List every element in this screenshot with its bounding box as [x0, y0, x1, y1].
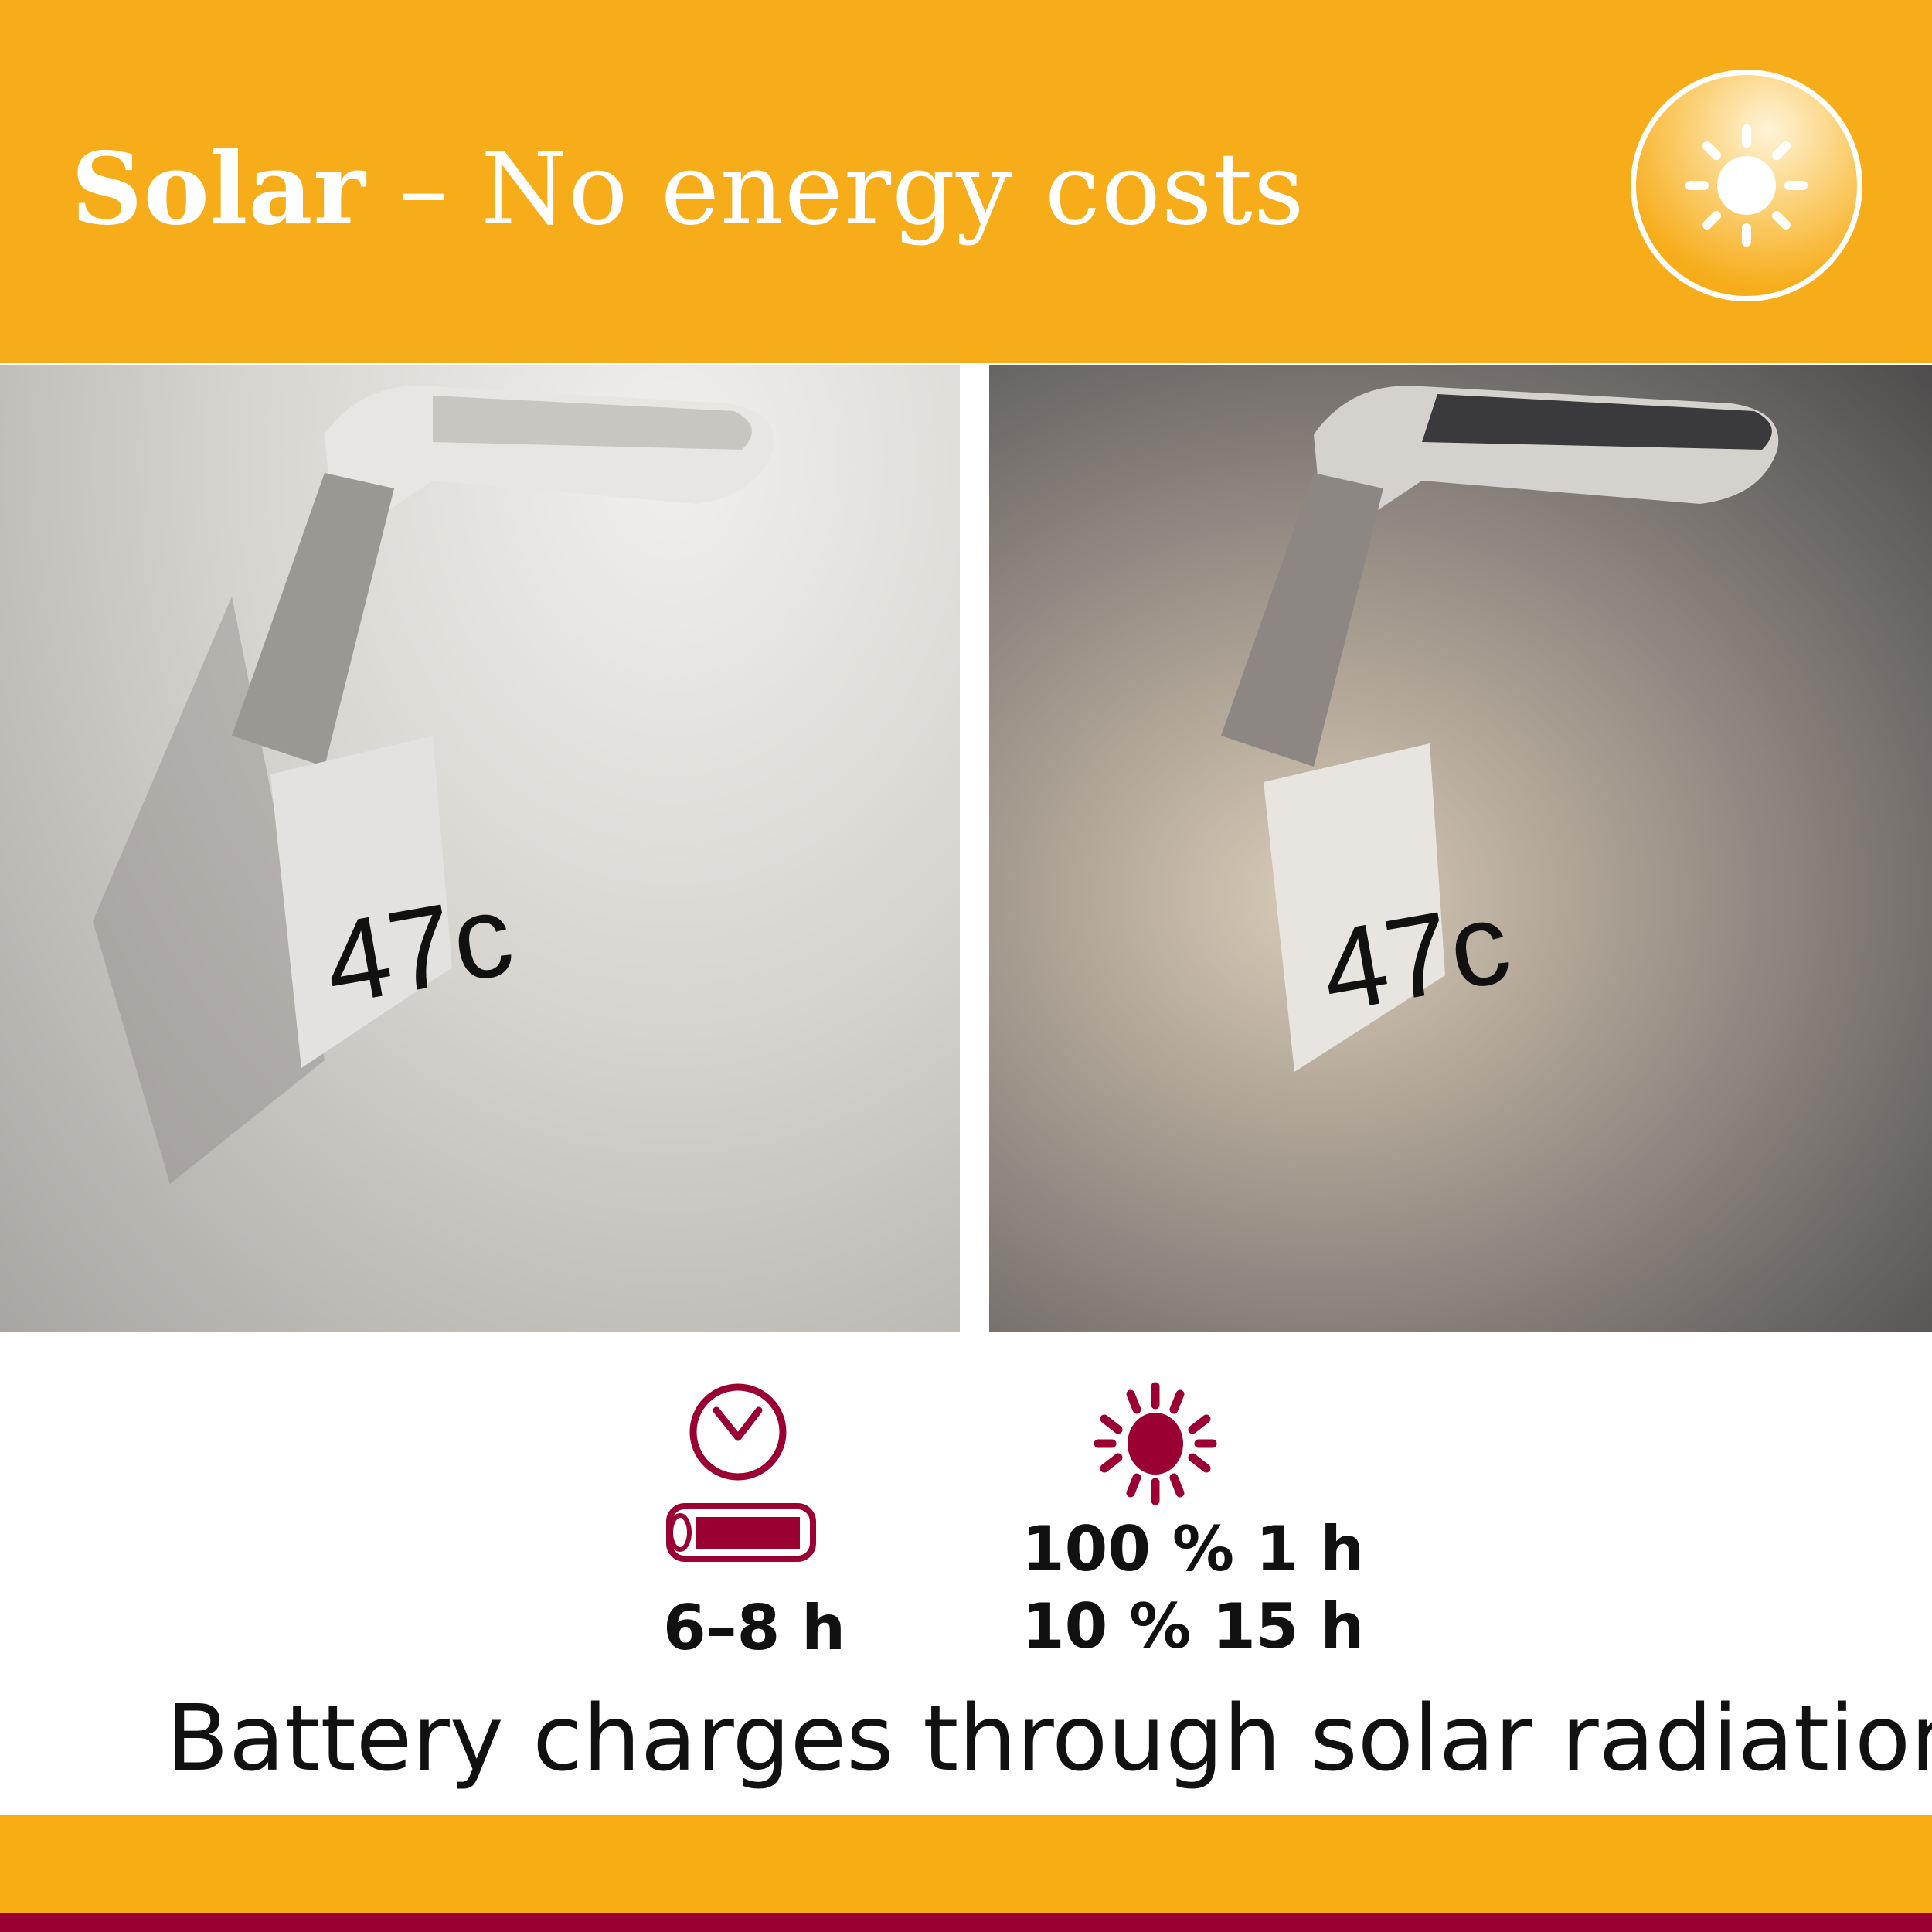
title-bold: Solar: [71, 131, 366, 247]
page-title: Solar – No energy costs: [71, 131, 1305, 247]
battery-icon: [666, 1503, 816, 1562]
sun-icon: [1685, 124, 1808, 247]
title-rest: – No energy costs: [366, 132, 1305, 247]
header-band: [0, 0, 1932, 363]
clock-icon: [689, 1383, 787, 1481]
runtime-value: 6–8 h: [663, 1592, 846, 1664]
sun-icon: [1094, 1382, 1217, 1505]
charge-full-sun: 100 % 1 h: [1022, 1513, 1365, 1585]
footer-band-red: [0, 1913, 1932, 1932]
photo-daytime: 47c: [0, 365, 960, 1332]
photo-nighttime: 47c: [989, 365, 1932, 1332]
house-number: 47c: [315, 869, 522, 1029]
house-number: 47c: [1312, 876, 1519, 1036]
battery-fill: [696, 1517, 800, 1549]
sun-badge-icon: [1631, 70, 1862, 301]
footer-band-orange: [0, 1815, 1932, 1913]
tagline: Battery charges through solar radiation: [166, 1685, 1932, 1791]
charge-low-sun: 10 % 15 h: [1022, 1590, 1365, 1662]
